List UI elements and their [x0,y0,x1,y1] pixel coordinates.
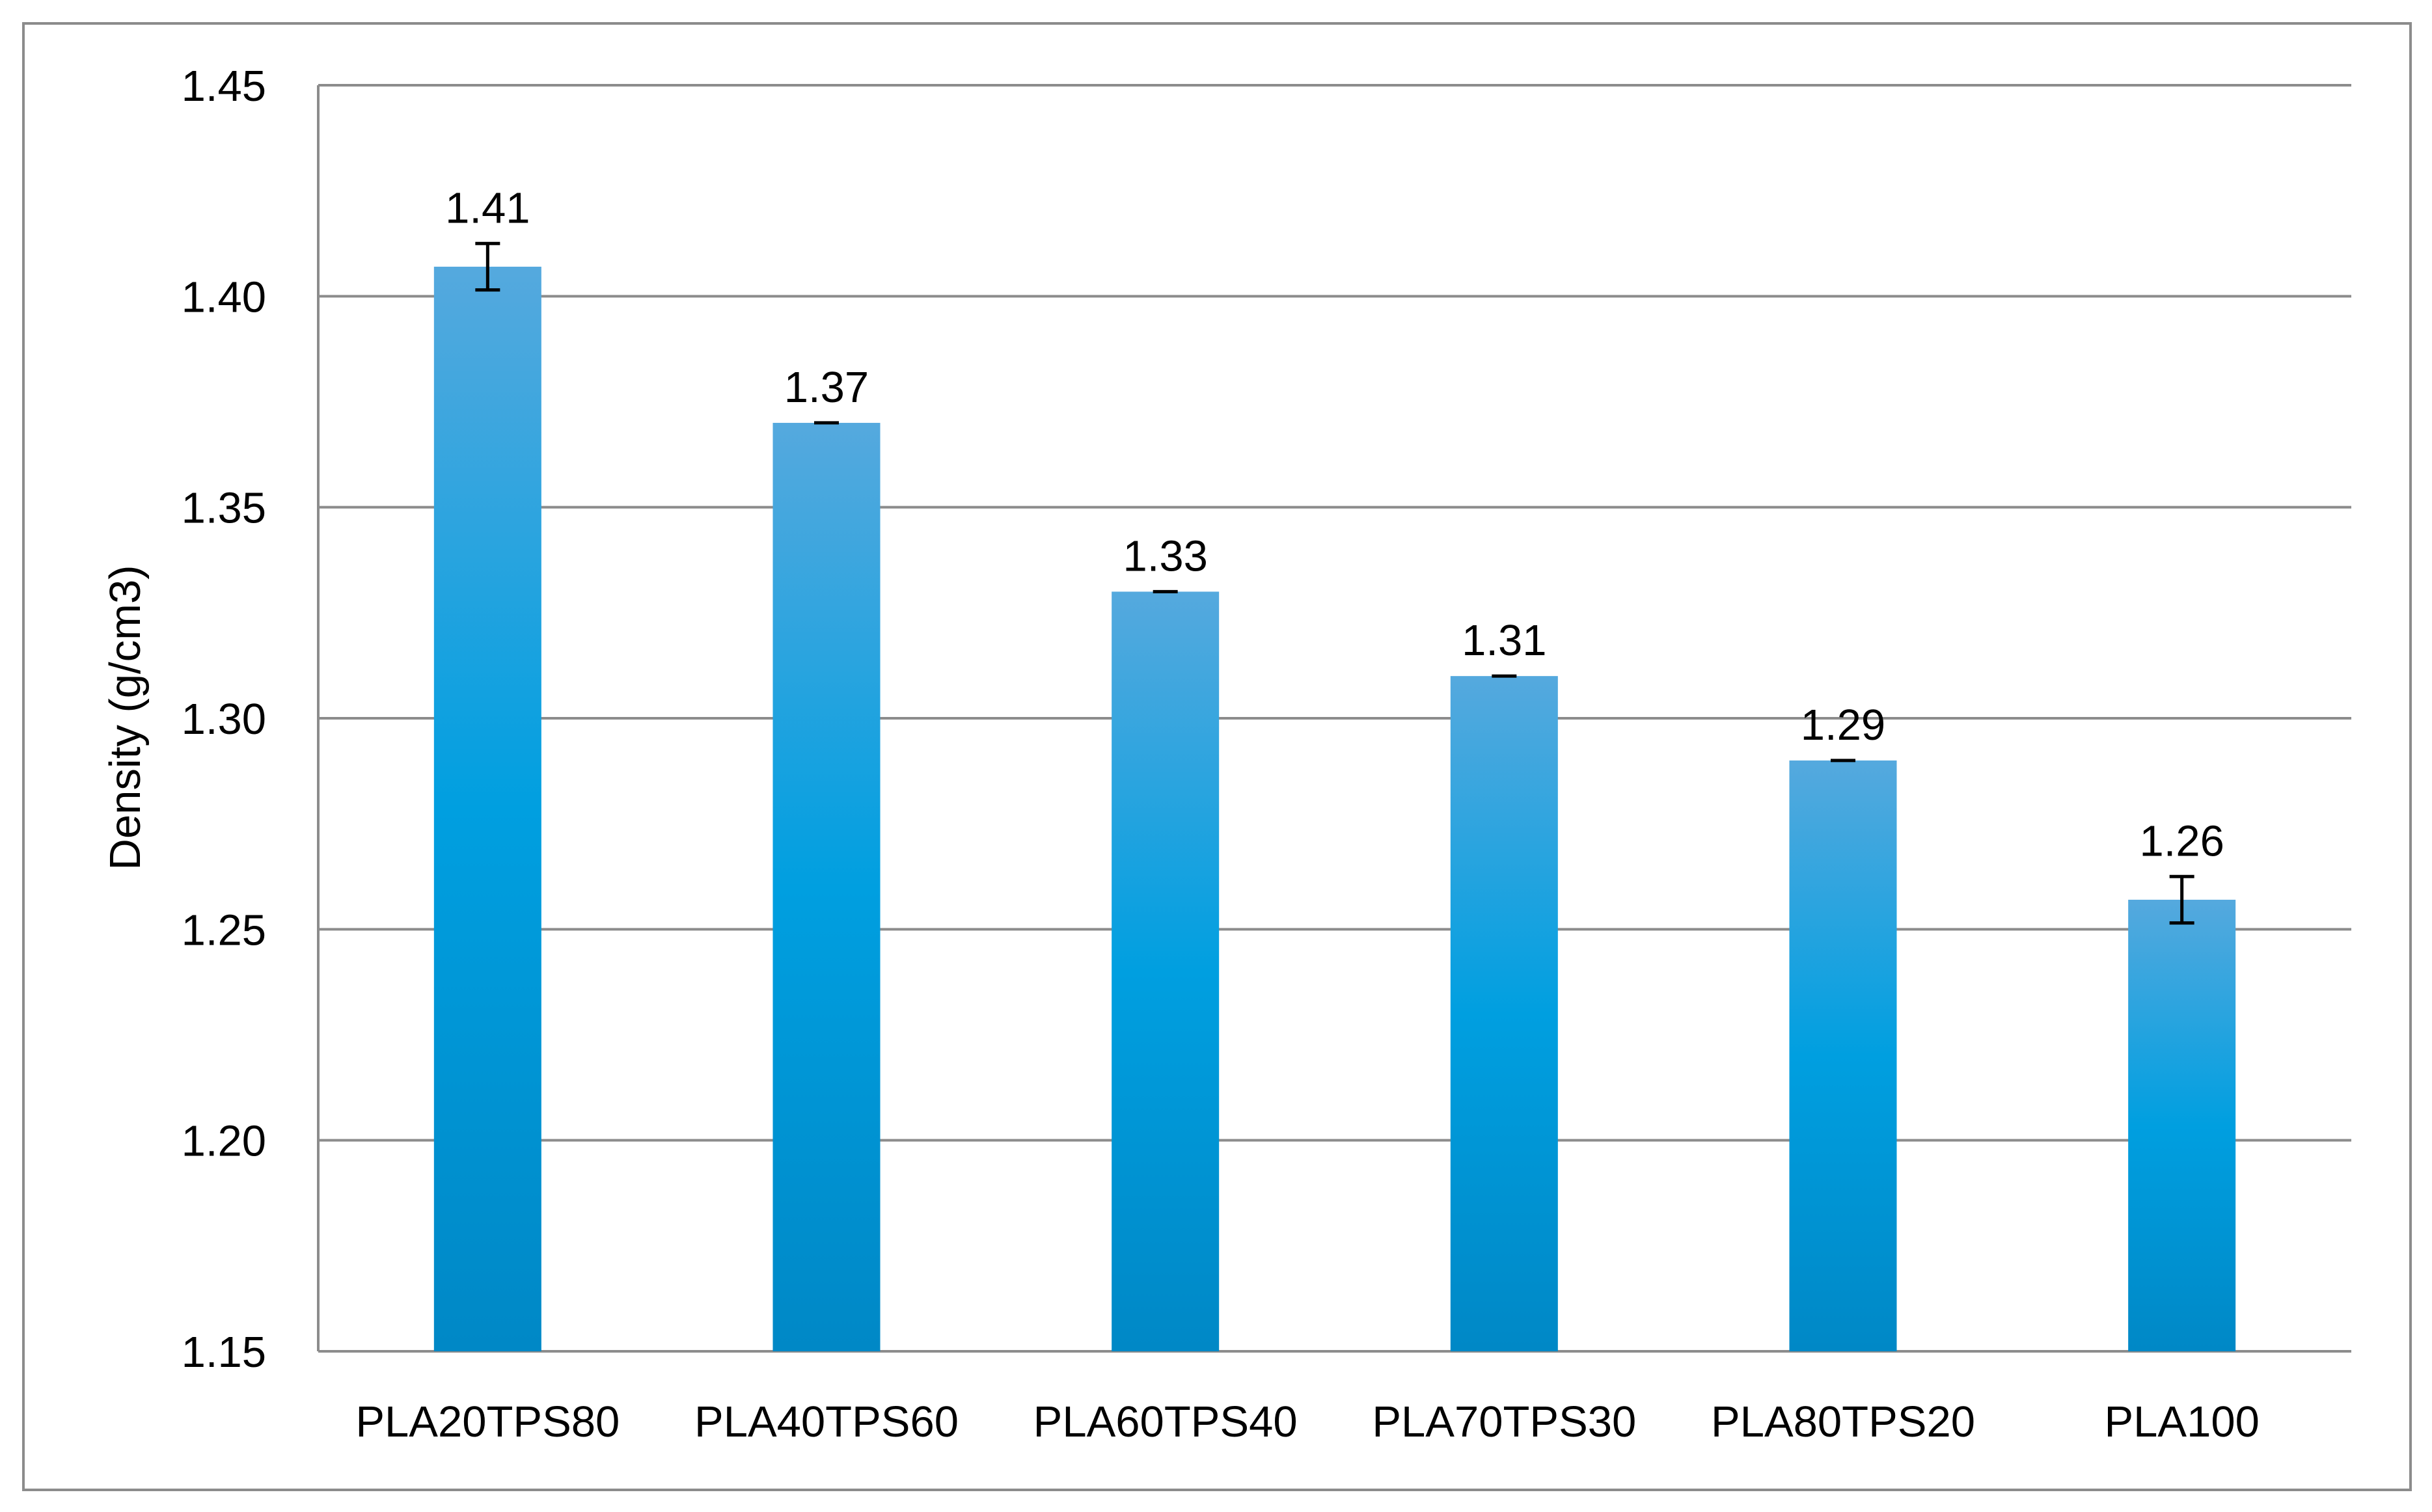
y-tick-label: 1.40 [182,273,266,321]
bar [1450,676,1558,1351]
y-tick-label: 1.25 [182,906,266,954]
x-tick-label: PLA70TPS30 [1372,1397,1636,1446]
bar [1112,591,1220,1351]
x-tick-label: PLA80TPS20 [1711,1397,1975,1446]
data-label: 1.26 [2139,817,2224,865]
y-tick-label: 1.35 [182,484,266,533]
x-tick-label: PLA100 [2104,1397,2259,1446]
y-tick-label: 1.15 [182,1328,266,1377]
y-tick-label: 1.45 [182,62,266,111]
x-tick-label: PLA40TPS60 [694,1397,959,1446]
x-tick-label: PLA60TPS40 [1033,1397,1298,1446]
bar [1789,760,1897,1351]
data-label: 1.31 [1462,616,1546,665]
bar [2128,899,2236,1351]
data-label: 1.29 [1801,701,1885,749]
x-tick-label: PLA20TPS80 [355,1397,620,1446]
data-label: 1.41 [445,183,530,232]
y-axis-title: Density (g/cm3) [101,565,150,870]
data-label: 1.33 [1123,532,1207,580]
bar [772,422,881,1351]
bar [433,266,541,1352]
y-tick-label: 1.20 [182,1117,266,1166]
data-label: 1.37 [784,363,869,412]
y-tick-label: 1.30 [182,695,266,744]
